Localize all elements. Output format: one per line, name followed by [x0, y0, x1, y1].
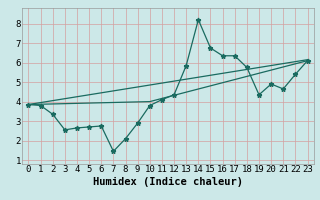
X-axis label: Humidex (Indice chaleur): Humidex (Indice chaleur)	[93, 177, 243, 187]
